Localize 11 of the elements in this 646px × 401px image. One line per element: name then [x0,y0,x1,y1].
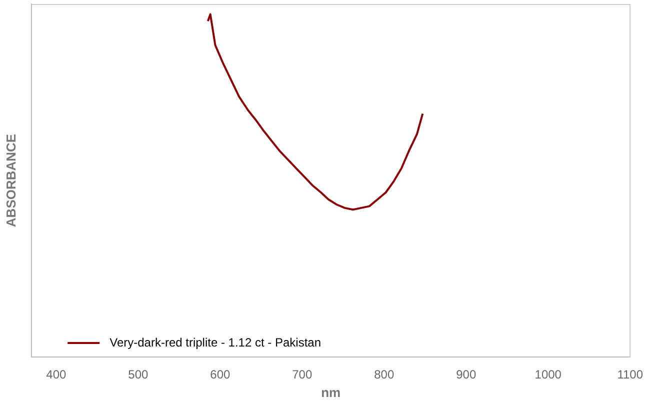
x-tick-label: 900 [456,368,476,382]
x-tick-label: 400 [46,368,67,382]
x-tick-label: 500 [128,368,149,382]
x-tick-label: 700 [292,368,312,382]
y-axis-title: ABSORBANCE [3,134,18,228]
legend-label: Very-dark-red triplite - 1.12 ct - Pakistan [110,335,322,350]
x-tick-label: 1100 [617,368,644,382]
x-tick-label: 600 [210,368,230,382]
x-axis-title: nm [321,384,341,400]
x-tick-label: 1000 [534,368,562,382]
x-tick-label: 800 [374,368,394,382]
